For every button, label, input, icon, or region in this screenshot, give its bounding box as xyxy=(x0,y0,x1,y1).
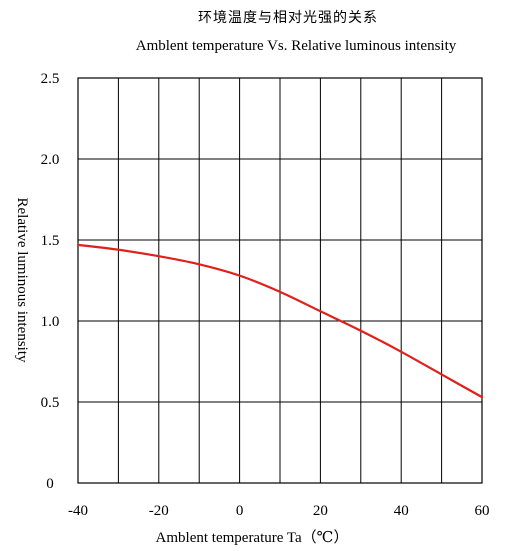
chart-subtitle: Amblent temperature Vs. Relative luminou… xyxy=(136,38,457,54)
plot-frame xyxy=(77,77,483,484)
x-tick-label: -20 xyxy=(149,503,169,519)
series-group xyxy=(76,243,484,399)
y-tick-label: 1.5 xyxy=(41,233,60,249)
y-tick-label: 2.5 xyxy=(41,71,60,87)
y-tick-label: 1.0 xyxy=(41,314,60,330)
y-axis-label: Relative luminous intensity xyxy=(14,198,30,363)
chart-title: 环境温度与相对光强的关系 xyxy=(198,10,378,26)
y-tick-label: 0 xyxy=(46,476,54,492)
y-tick-label: 2.0 xyxy=(41,152,60,168)
x-tick-label: 0 xyxy=(236,503,244,519)
x-tick-label: -40 xyxy=(68,503,88,519)
y-axis-ticks: 0 0.5 1.0 1.5 2.0 2.5 xyxy=(41,71,60,492)
x-tick-label: 20 xyxy=(313,503,328,519)
x-tick-label: 40 xyxy=(394,503,409,519)
x-axis-ticks: -40 -20 0 20 40 60 xyxy=(68,503,490,519)
x-axis-label: Amblent temperature Ta（℃） xyxy=(156,529,349,546)
series-line xyxy=(76,243,484,399)
y-tick-label: 0.5 xyxy=(41,395,60,411)
grid xyxy=(77,77,483,484)
x-tick-label: 60 xyxy=(475,503,490,519)
